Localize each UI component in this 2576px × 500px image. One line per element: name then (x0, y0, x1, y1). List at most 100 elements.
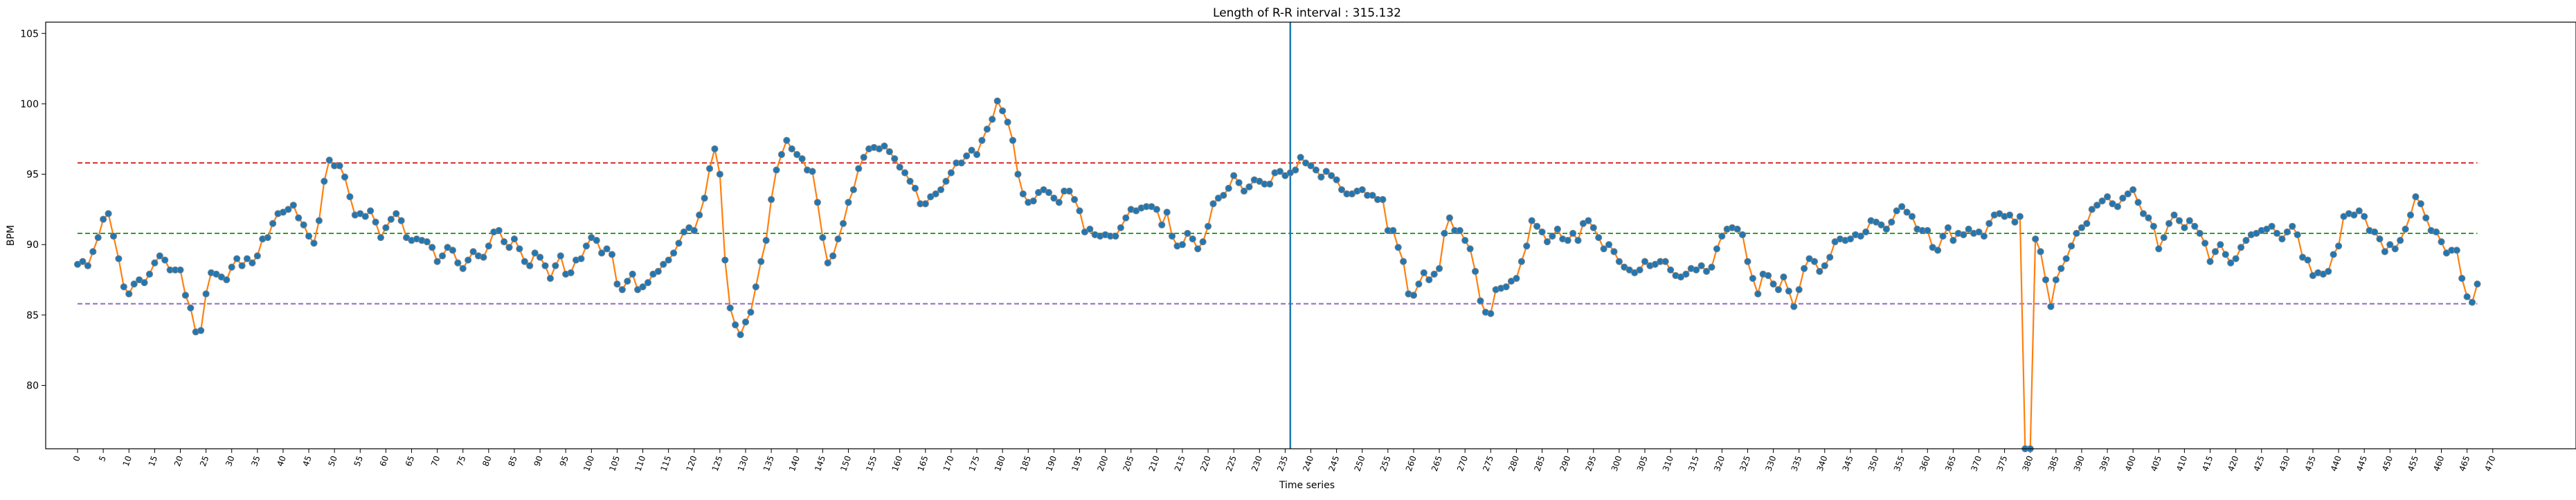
data-point (2463, 293, 2471, 301)
data-point (705, 165, 714, 172)
data-point (834, 235, 842, 243)
data-point (1112, 232, 1119, 240)
data-point (855, 165, 863, 172)
x-tick-label: 85 (506, 454, 519, 467)
data-point (1846, 235, 1854, 243)
data-point (2067, 242, 2075, 250)
data-point (1415, 280, 1423, 288)
data-point (510, 235, 519, 243)
data-point (300, 221, 307, 229)
data-point (2386, 241, 2394, 249)
data-point (1276, 168, 1284, 175)
data-point (269, 220, 277, 227)
y-tick-label: 85 (26, 310, 39, 321)
data-point (1533, 222, 1541, 230)
data-point (1749, 274, 1756, 283)
data-point (253, 252, 261, 260)
x-tick-label: 55 (352, 454, 365, 467)
data-point (2088, 206, 2096, 213)
data-point (521, 258, 528, 265)
data-point (1569, 229, 1577, 238)
data-point (1816, 267, 1823, 275)
data-point (1076, 207, 1083, 215)
data-point (1240, 187, 1248, 195)
data-point (177, 266, 184, 274)
data-point (2016, 213, 2024, 220)
data-point (1738, 231, 1747, 239)
data-point (2273, 229, 2281, 238)
data-point (2350, 211, 2358, 219)
data-point (1204, 222, 1212, 230)
data-point (885, 148, 893, 156)
data-point (577, 255, 585, 262)
data-point (1893, 207, 1900, 215)
data-point (1980, 232, 1988, 240)
data-point (1312, 166, 1320, 174)
data-point (1713, 245, 1720, 253)
data-point (2370, 228, 2379, 236)
data-point (726, 304, 734, 312)
data-point (732, 321, 739, 329)
data-point (480, 253, 487, 261)
data-point (531, 249, 539, 257)
data-point (2047, 303, 2055, 310)
data-point (2376, 235, 2384, 243)
data-point (459, 265, 467, 272)
data-point (1882, 225, 1890, 233)
data-point (1178, 241, 1187, 249)
data-point (696, 211, 703, 219)
data-point (629, 270, 636, 278)
data-point (613, 280, 621, 288)
data-point (145, 270, 154, 278)
y-tick-label: 95 (26, 170, 39, 181)
data-point (305, 232, 313, 240)
data-point (1718, 232, 1726, 240)
data-point (1785, 287, 1792, 295)
data-point (1430, 270, 1438, 278)
data-point (1065, 187, 1073, 195)
data-point (2458, 274, 2466, 283)
data-point (1975, 228, 1983, 236)
data-point (624, 277, 631, 285)
data-point (911, 184, 919, 192)
data-point (156, 252, 163, 260)
data-point (1790, 303, 1798, 310)
data-point (1055, 199, 1063, 206)
data-point (325, 157, 333, 164)
data-point (1553, 225, 1561, 233)
data-point (654, 267, 662, 275)
x-tick-label: 15 (147, 454, 159, 467)
data-point (1574, 237, 1582, 244)
data-point (1389, 226, 1397, 234)
data-point (1965, 225, 1972, 233)
data-point (660, 260, 667, 268)
data-point (644, 279, 652, 287)
data-point (1050, 195, 1058, 202)
data-point (1595, 233, 1603, 242)
x-tick-label: 70 (429, 454, 442, 467)
data-point (783, 136, 791, 144)
data-point (675, 240, 683, 247)
data-point (1400, 258, 1407, 265)
data-point (2160, 233, 2168, 242)
data-point (238, 262, 246, 269)
data-point (197, 327, 205, 334)
data-point (793, 151, 801, 159)
data-point (367, 207, 375, 215)
data-point (1697, 262, 1705, 269)
data-point (2191, 222, 2199, 230)
data-point (120, 283, 127, 291)
x-tick-label: 60 (378, 454, 390, 467)
data-point (1153, 206, 1160, 213)
data-point (289, 202, 297, 209)
data-point (1086, 225, 1094, 233)
data-point (2289, 222, 2296, 230)
data-point (669, 249, 678, 257)
data-point (752, 283, 759, 291)
data-point (829, 252, 837, 260)
data-point (891, 155, 899, 163)
data-point (109, 232, 118, 240)
data-point (1225, 184, 1232, 192)
data-point (1641, 258, 1649, 265)
